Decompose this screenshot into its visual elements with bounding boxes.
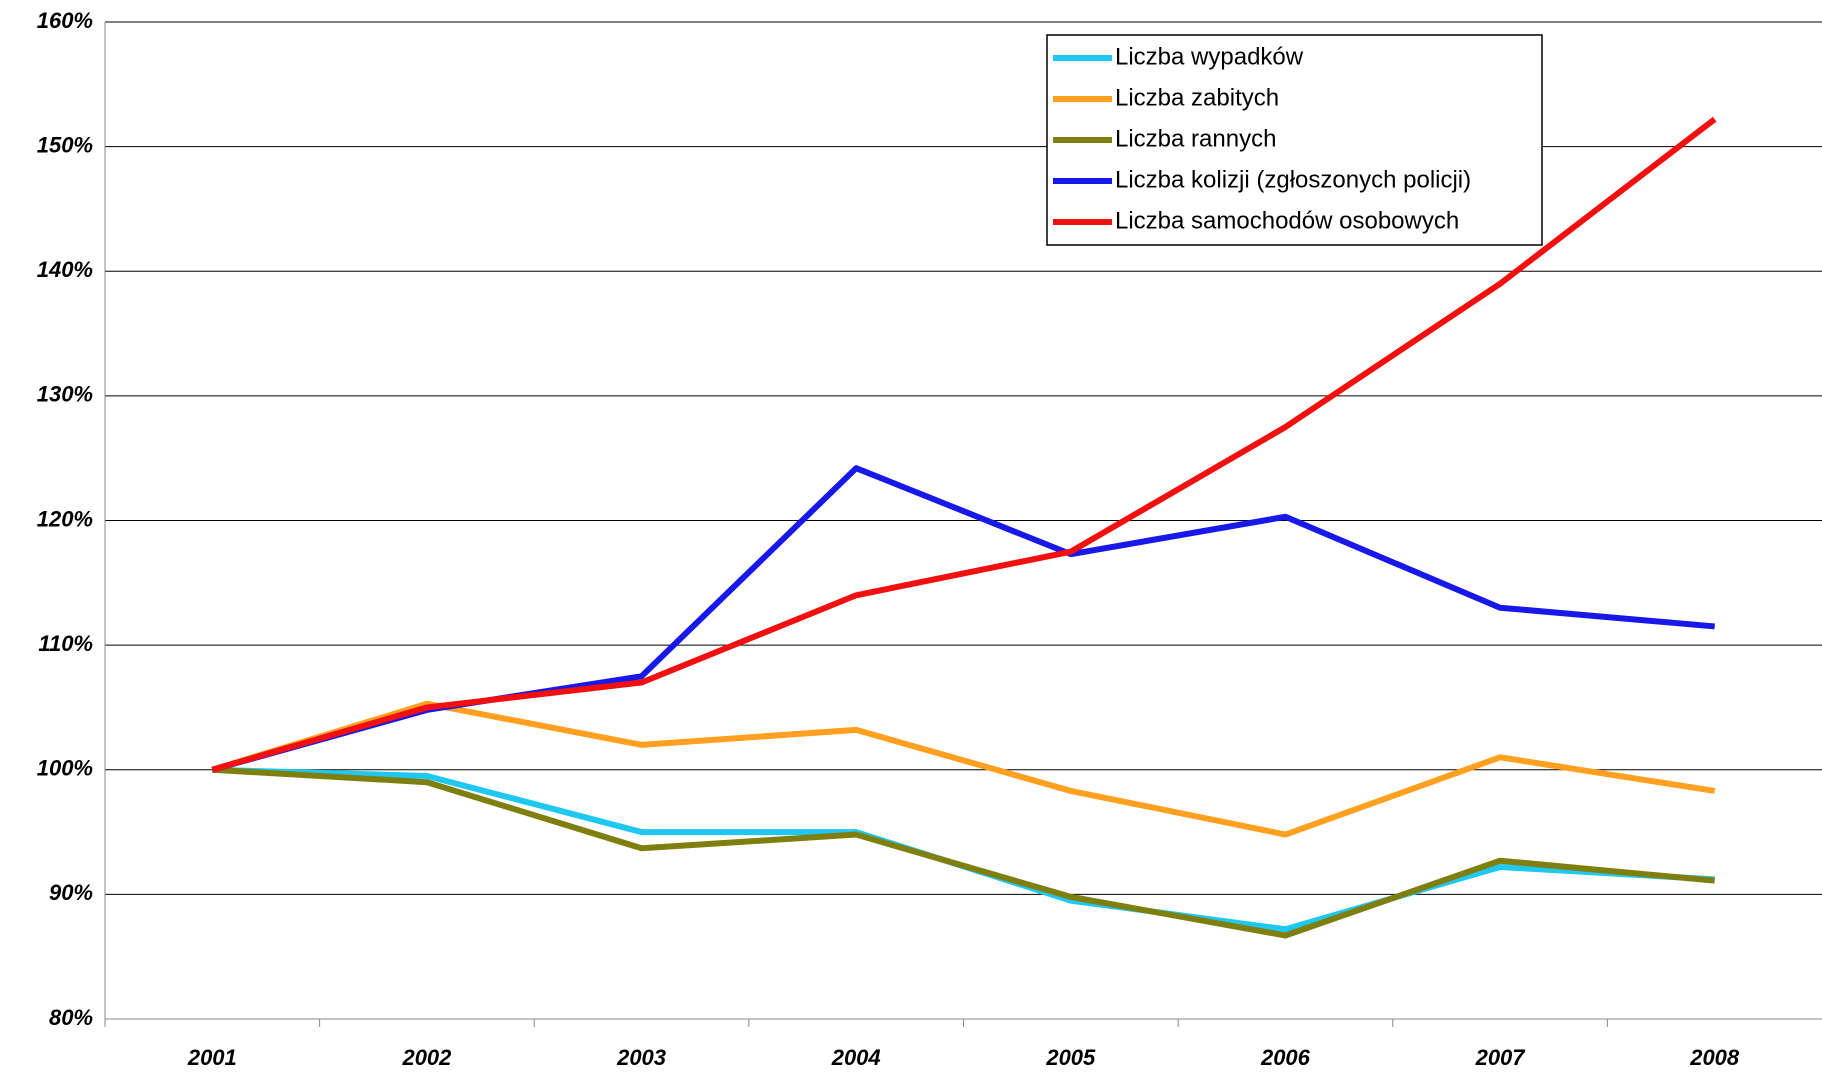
- legend-label: Liczba zabitych: [1115, 84, 1279, 111]
- x-tick-label: 2007: [1475, 1045, 1527, 1070]
- y-tick-label: 110%: [38, 631, 93, 656]
- y-tick-label: 150%: [37, 132, 93, 157]
- y-tick-label: 80%: [49, 1005, 93, 1030]
- x-tick-label: 2005: [1045, 1045, 1096, 1070]
- x-tick-label: 2006: [1260, 1045, 1311, 1070]
- y-tick-label: 140%: [37, 257, 93, 282]
- x-tick-label: 2001: [187, 1045, 237, 1070]
- series-line: [211, 700, 1716, 838]
- series-line: [211, 116, 1717, 773]
- x-tick-label: 2003: [616, 1045, 666, 1070]
- y-tick-label: 120%: [37, 506, 93, 531]
- series-line: [212, 766, 1715, 939]
- legend-label: Liczba kolizji (zgłoszonych policji): [1115, 166, 1471, 193]
- legend-box: [1046, 34, 1543, 246]
- legend-label: Liczba samochodów osobowych: [1115, 207, 1459, 234]
- y-tick-label: 160%: [37, 8, 93, 33]
- x-tick-label: 2004: [831, 1045, 881, 1070]
- legend-label: Liczba rannych: [1115, 125, 1276, 152]
- legend-label: Liczba wypadków: [1115, 43, 1304, 70]
- series-line: [212, 766, 1715, 933]
- x-tick-label: 2008: [1689, 1045, 1740, 1070]
- y-tick-label: 90%: [49, 880, 93, 905]
- series-line: [211, 465, 1715, 773]
- x-tick-label: 2002: [401, 1045, 452, 1070]
- y-tick-label: 130%: [37, 382, 93, 407]
- y-tick-label: 100%: [37, 756, 93, 781]
